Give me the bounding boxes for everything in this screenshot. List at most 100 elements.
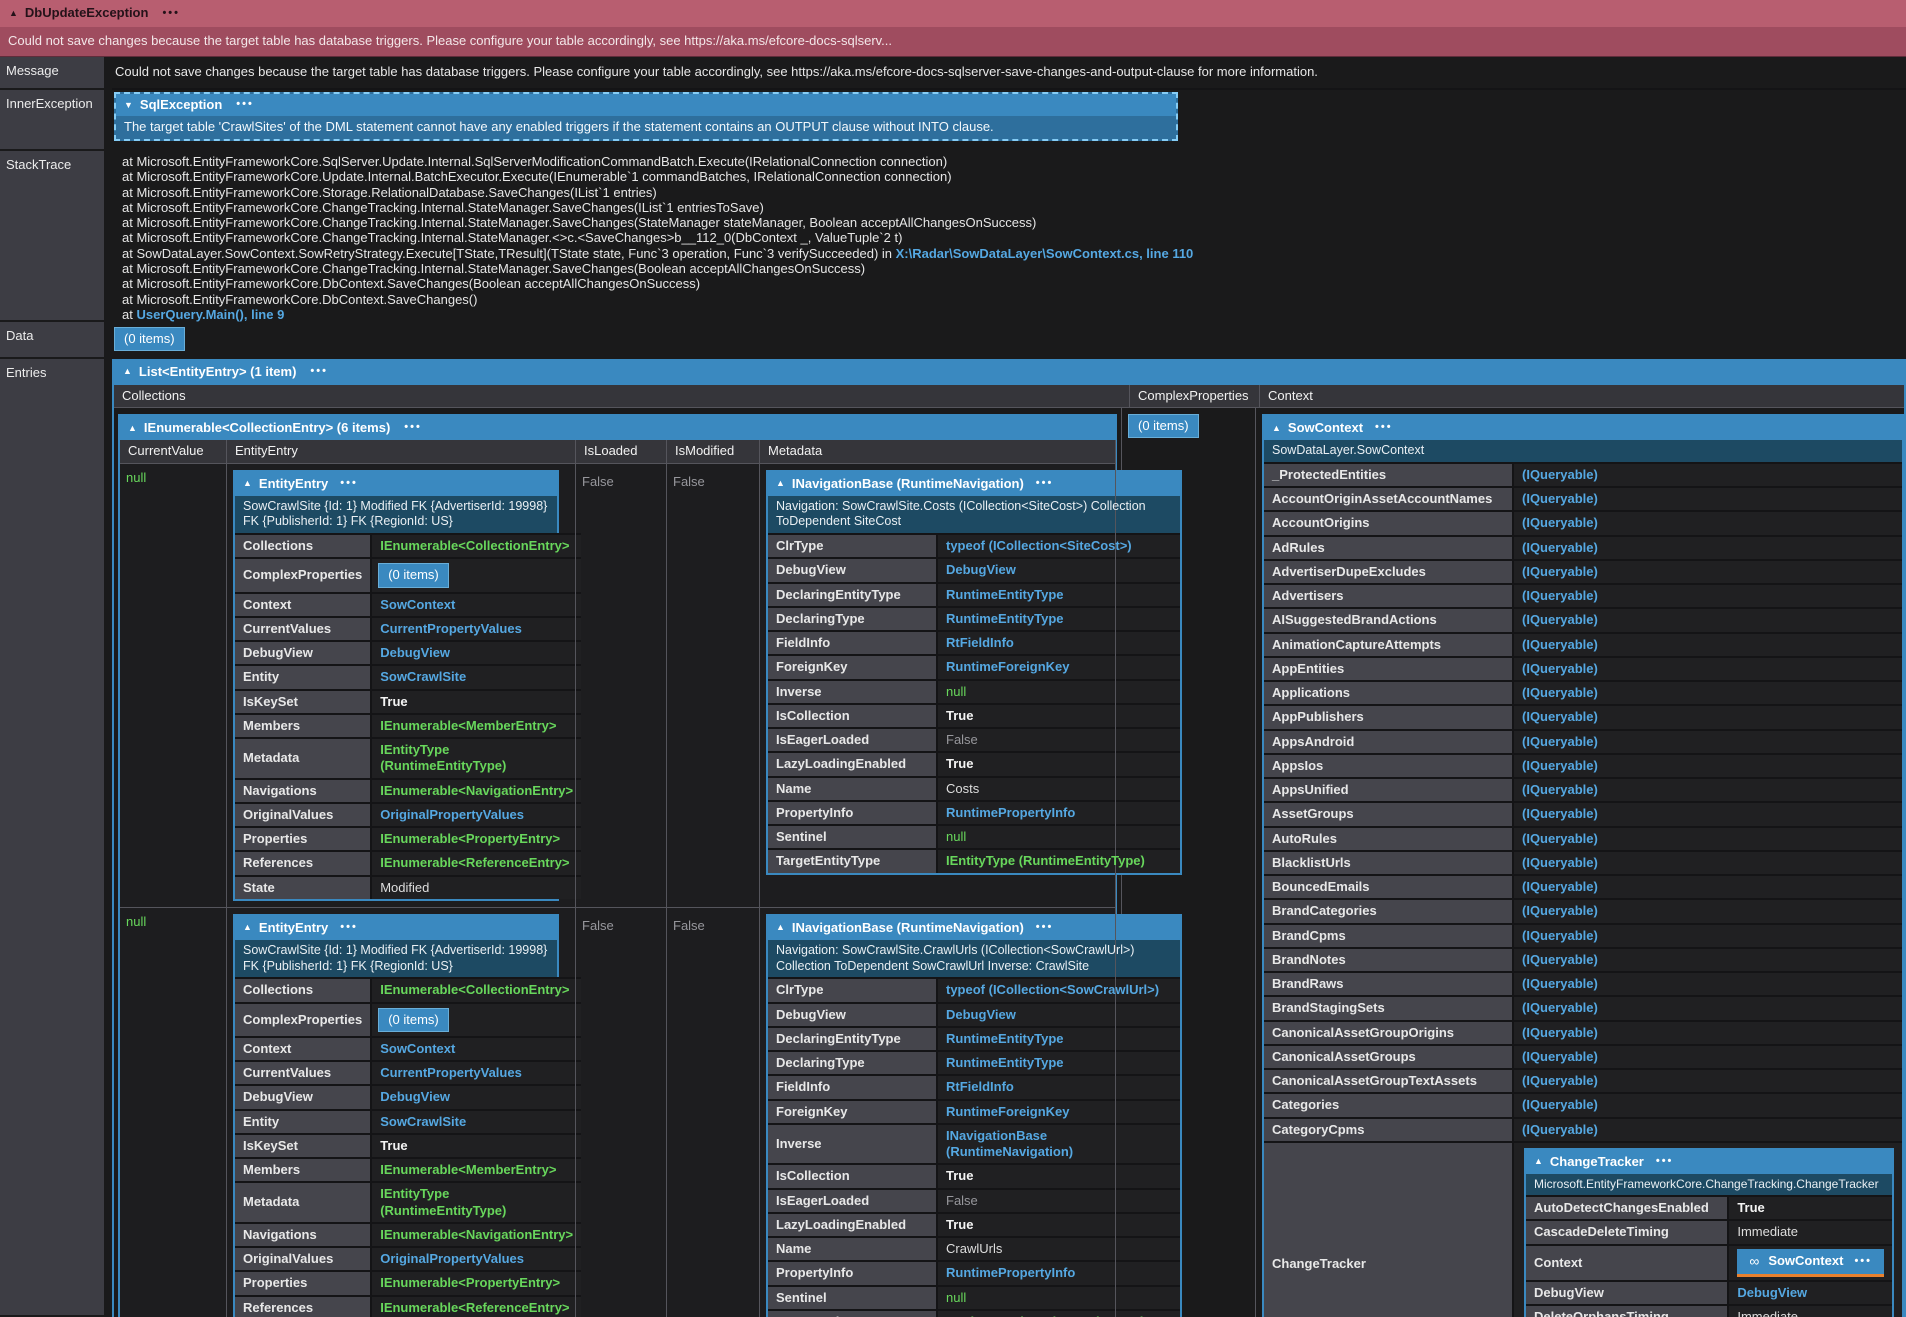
stack-frame-source-link[interactable]: UserQuery.Main(), line 9: [136, 306, 285, 322]
collection-entry-table-header[interactable]: ▲ IEnumerable<CollectionEntry> (6 items)…: [120, 416, 1115, 441]
entity-entry-list-header[interactable]: ▲ List<EntityEntry> (1 item) •••: [114, 359, 1904, 385]
exception-title-bar[interactable]: ▲ DbUpdateException •••: [0, 0, 1906, 27]
value-link[interactable]: typeof (ICollection<SiteCost>): [946, 538, 1132, 553]
value-link[interactable]: (IQueryable): [1522, 612, 1598, 628]
ellipsis-menu-icon[interactable]: •••: [1035, 921, 1054, 933]
ellipsis-menu-icon[interactable]: •••: [162, 6, 180, 19]
value-link[interactable]: SowCrawlSite: [380, 1113, 467, 1129]
value-link[interactable]: IEnumerable<CollectionEntry>: [380, 982, 570, 998]
value-link[interactable]: (IQueryable): [1522, 636, 1598, 652]
value-link[interactable]: IEnumerable<NavigationEntry>: [380, 1226, 574, 1242]
value-link[interactable]: (IQueryable): [1522, 854, 1598, 870]
value-link[interactable]: IEnumerable<PropertyEntry>: [380, 1275, 561, 1291]
value-link[interactable]: (IQueryable): [1522, 757, 1598, 773]
value-link[interactable]: (IQueryable): [1522, 903, 1598, 919]
collapse-icon[interactable]: ▲: [243, 478, 252, 488]
value-link[interactable]: RuntimeEntityType: [946, 610, 1064, 626]
value-link[interactable]: SowCrawlSite: [380, 669, 467, 685]
sql-exception-header[interactable]: ▼ SqlException •••: [116, 94, 1176, 117]
value-link[interactable]: (IQueryable): [1522, 1048, 1598, 1064]
value-link[interactable]: RtFieldInfo: [946, 635, 1014, 650]
ellipsis-menu-icon[interactable]: •••: [1655, 1155, 1674, 1168]
stack-frame-source-link[interactable]: X:\Radar\SowDataLayer\SowContext.cs, lin…: [895, 245, 1194, 261]
value-link[interactable]: SowContext: [380, 1040, 456, 1056]
data-zero-items-button[interactable]: (0 items): [114, 327, 185, 352]
sow-context-table-header[interactable]: ▲ SowContext •••: [1264, 416, 1902, 441]
ellipsis-menu-icon[interactable]: •••: [404, 421, 422, 434]
value-link[interactable]: (IQueryable): [1522, 733, 1598, 749]
collapse-icon[interactable]: ▲: [123, 366, 132, 377]
zero-items-button[interactable]: (0 items): [378, 1007, 449, 1032]
value-link[interactable]: RuntimePropertyInfo: [946, 804, 1076, 820]
expand-icon[interactable]: ▼: [124, 99, 133, 110]
value-link[interactable]: (IQueryable): [1522, 1000, 1598, 1016]
context-reference-button[interactable]: ∞ SowContext •••: [1737, 1248, 1884, 1278]
value-link[interactable]: DebugView: [1737, 1285, 1808, 1301]
ellipsis-menu-icon[interactable]: •••: [340, 921, 358, 933]
ellipsis-menu-icon[interactable]: •••: [310, 365, 328, 378]
entity-entry-table-header[interactable]: ▲ EntityEntry •••: [235, 471, 557, 496]
value-link[interactable]: RuntimeEntityType: [946, 1030, 1064, 1046]
value-link[interactable]: SowContext: [380, 596, 456, 612]
value-link[interactable]: (IQueryable): [1522, 539, 1598, 555]
value-link[interactable]: (IQueryable): [1522, 709, 1598, 725]
value-link[interactable]: IEnumerable<ReferenceEntry>: [380, 855, 570, 871]
value-link[interactable]: IEntityType (RuntimeEntityType): [380, 1186, 507, 1218]
collapse-icon[interactable]: ▲: [776, 922, 785, 933]
value-link[interactable]: (IQueryable): [1522, 563, 1598, 579]
value-link[interactable]: RuntimePropertyInfo: [946, 1265, 1076, 1281]
collapse-icon[interactable]: ▲: [1534, 1156, 1543, 1167]
value-link[interactable]: (IQueryable): [1522, 491, 1598, 507]
value-link[interactable]: IEnumerable<MemberEntry>: [380, 717, 557, 733]
zero-items-button[interactable]: (0 items): [378, 563, 449, 588]
value-link[interactable]: (IQueryable): [1522, 660, 1598, 676]
collapse-icon[interactable]: ▲: [243, 922, 252, 933]
value-link[interactable]: CurrentPropertyValues: [380, 620, 522, 636]
value-link[interactable]: IEnumerable<ReferenceEntry>: [380, 1299, 570, 1315]
ellipsis-menu-icon[interactable]: •••: [340, 476, 358, 489]
value-link[interactable]: IEntityType (RuntimeEntityType): [946, 1314, 1145, 1317]
value-link[interactable]: RtFieldInfo: [946, 1079, 1014, 1095]
ellipsis-menu-icon[interactable]: •••: [1854, 1254, 1872, 1267]
value-link[interactable]: DebugView: [946, 1006, 1016, 1022]
collapse-icon[interactable]: ▲: [776, 478, 785, 488]
value-link[interactable]: (IQueryable): [1522, 1121, 1598, 1137]
value-link[interactable]: typeof (ICollection<SowCrawlUrl>): [946, 982, 1160, 998]
value-link[interactable]: IEnumerable<CollectionEntry>: [380, 538, 570, 553]
value-link[interactable]: (IQueryable): [1522, 1097, 1598, 1113]
value-link[interactable]: (IQueryable): [1522, 466, 1598, 482]
value-link[interactable]: IEntityType (RuntimeEntityType): [946, 853, 1145, 869]
value-link[interactable]: RuntimeForeignKey: [946, 659, 1070, 675]
value-link[interactable]: CurrentPropertyValues: [380, 1065, 522, 1080]
value-link[interactable]: RuntimeForeignKey: [946, 1103, 1070, 1119]
entity-entry-table-header[interactable]: ▲ EntityEntry •••: [235, 915, 557, 940]
value-link[interactable]: (IQueryable): [1522, 830, 1598, 846]
value-link[interactable]: (IQueryable): [1522, 588, 1598, 604]
complexproperties-zero-items-button[interactable]: (0 items): [1128, 414, 1199, 439]
ellipsis-menu-icon[interactable]: •••: [1375, 421, 1393, 434]
value-link[interactable]: IEnumerable<PropertyEntry>: [380, 831, 561, 846]
value-link[interactable]: (IQueryable): [1522, 976, 1598, 992]
value-link[interactable]: DebugView: [380, 645, 451, 660]
value-link[interactable]: RuntimeEntityType: [946, 586, 1064, 602]
collapse-icon[interactable]: ▲: [9, 7, 18, 18]
value-link[interactable]: RuntimeEntityType: [946, 1055, 1064, 1070]
value-link[interactable]: (IQueryable): [1522, 927, 1598, 943]
value-link[interactable]: (IQueryable): [1522, 782, 1598, 798]
value-link[interactable]: (IQueryable): [1522, 1073, 1598, 1089]
value-link[interactable]: (IQueryable): [1522, 685, 1598, 701]
value-link[interactable]: IEntityType (RuntimeEntityType): [380, 742, 507, 774]
collapse-icon[interactable]: ▲: [128, 422, 137, 433]
value-link[interactable]: (IQueryable): [1522, 1024, 1598, 1040]
value-link[interactable]: OriginalPropertyValues: [380, 806, 524, 822]
value-link[interactable]: (IQueryable): [1522, 806, 1598, 822]
value-link[interactable]: DebugView: [946, 562, 1016, 578]
value-link[interactable]: OriginalPropertyValues: [380, 1251, 524, 1266]
value-link[interactable]: (IQueryable): [1522, 515, 1598, 531]
navigation-base-table-header[interactable]: ▲ INavigationBase (RuntimeNavigation) •••: [768, 915, 1180, 940]
value-link[interactable]: IEnumerable<NavigationEntry>: [380, 782, 574, 798]
value-link[interactable]: INavigationBase (RuntimeNavigation): [946, 1127, 1074, 1159]
change-tracker-table-header[interactable]: ▲ ChangeTracker •••: [1526, 1149, 1892, 1175]
ellipsis-menu-icon[interactable]: •••: [1035, 476, 1054, 489]
navigation-base-table-header[interactable]: ▲ INavigationBase (RuntimeNavigation) •••: [768, 471, 1180, 496]
